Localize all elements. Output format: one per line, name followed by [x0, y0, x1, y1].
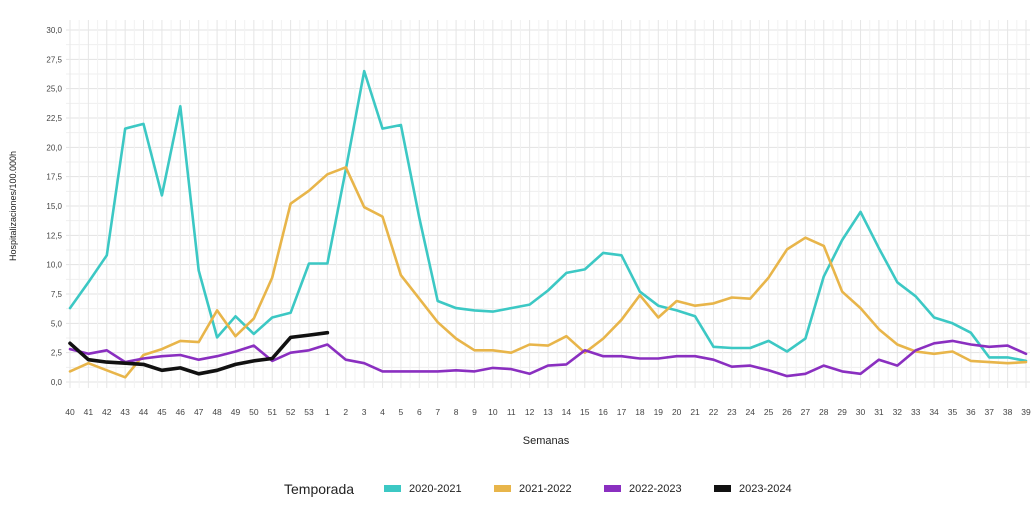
legend-title: Temporada — [284, 481, 354, 497]
y-tick-label: 27,5 — [46, 55, 62, 64]
x-tick-label: 49 — [231, 407, 241, 417]
legend-label: 2020-2021 — [409, 483, 462, 495]
x-tick-label: 22 — [709, 407, 719, 417]
x-tick-label: 3 — [362, 407, 367, 417]
x-tick-label: 17 — [617, 407, 627, 417]
y-tick-label: 25,0 — [46, 85, 62, 94]
y-tick-label: 5,0 — [51, 319, 63, 328]
y-tick-label: 0,0 — [51, 378, 63, 387]
x-tick-label: 18 — [635, 407, 645, 417]
y-tick-label: 12,5 — [46, 231, 62, 240]
x-tick-label: 43 — [120, 407, 130, 417]
y-tick-label: 17,5 — [46, 173, 62, 182]
x-tick-label: 42 — [102, 407, 112, 417]
x-tick-label: 34 — [929, 407, 939, 417]
legend-label: 2021-2022 — [519, 483, 572, 495]
x-tick-label: 21 — [690, 407, 700, 417]
series-line-2023-2024 — [68, 330, 330, 376]
x-tick-label: 32 — [893, 407, 903, 417]
x-tick-label: 52 — [286, 407, 296, 417]
x-tick-label: 23 — [727, 407, 737, 417]
x-tick-label: 30 — [856, 407, 866, 417]
y-axis-ticks: 0,0 2,5 5,0 7,5 10,0 12,5 15,0 17,5 20,0 22,5 25,0… — [46, 26, 62, 387]
x-tick-label: 33 — [911, 407, 921, 417]
series-line-2021-2022 — [68, 166, 1028, 379]
x-tick-label: 29 — [837, 407, 847, 417]
x-tick-label: 39 — [1021, 407, 1031, 417]
x-tick-label: 44 — [139, 407, 149, 417]
legend: Temporada 2020-2021 2021-2022 2022-2023 202… — [284, 481, 792, 497]
x-tick-label: 13 — [543, 407, 553, 417]
x-tick-label: 28 — [819, 407, 829, 417]
x-tick-label: 26 — [782, 407, 792, 417]
legend-swatch — [714, 485, 731, 492]
y-tick-label: 2,5 — [51, 349, 63, 358]
x-tick-label: 45 — [157, 407, 167, 417]
x-tick-label: 4 — [380, 407, 385, 417]
x-tick-label: 37 — [984, 407, 994, 417]
y-tick-label: 10,0 — [46, 261, 62, 270]
x-tick-label: 27 — [801, 407, 811, 417]
x-tick-label: 5 — [399, 407, 404, 417]
grid — [66, 20, 1030, 388]
y-axis-label: Hospitalizaciones/100.000h — [8, 151, 18, 261]
legend-swatch — [494, 485, 511, 492]
y-tick-label: 7,5 — [51, 290, 63, 299]
x-tick-label: 15 — [580, 407, 590, 417]
x-tick-label: 53 — [304, 407, 314, 417]
y-tick-label: 20,0 — [46, 143, 62, 152]
x-tick-label: 7 — [435, 407, 440, 417]
x-tick-label: 20 — [672, 407, 682, 417]
series-lines — [68, 69, 1028, 379]
x-tick-label: 36 — [966, 407, 976, 417]
x-tick-label: 35 — [948, 407, 958, 417]
x-tick-label: 8 — [454, 407, 459, 417]
x-tick-label: 47 — [194, 407, 204, 417]
x-tick-label: 10 — [488, 407, 498, 417]
y-tick-label: 30,0 — [46, 26, 62, 35]
series-line-2022-2023 — [68, 339, 1028, 378]
x-tick-label: 16 — [598, 407, 608, 417]
x-tick-label: 41 — [84, 407, 94, 417]
x-tick-label: 11 — [507, 407, 516, 417]
x-tick-label: 12 — [525, 407, 535, 417]
x-tick-label: 38 — [1003, 407, 1013, 417]
x-tick-label: 25 — [764, 407, 774, 417]
x-tick-label: 14 — [562, 407, 572, 417]
x-tick-label: 31 — [874, 407, 884, 417]
x-tick-label: 48 — [212, 407, 222, 417]
y-tick-label: 22,5 — [46, 114, 62, 123]
x-tick-label: 40 — [65, 407, 75, 417]
series-line-2020-2021 — [68, 69, 1028, 363]
x-tick-label: 9 — [472, 407, 477, 417]
x-axis-label: Semanas — [523, 435, 570, 447]
legend-label: 2023-2024 — [739, 483, 792, 495]
legend-swatch — [604, 485, 621, 492]
legend-swatch — [384, 485, 401, 492]
x-tick-label: 2 — [343, 407, 348, 417]
x-tick-label: 50 — [249, 407, 259, 417]
x-tick-label: 19 — [654, 407, 664, 417]
y-tick-label: 15,0 — [46, 202, 62, 211]
x-tick-label: 6 — [417, 407, 422, 417]
x-tick-label: 51 — [267, 407, 277, 417]
legend-label: 2022-2023 — [629, 483, 682, 495]
x-tick-label: 24 — [745, 407, 755, 417]
x-axis-ticks: 40 41 42 43 44 45 46 47 48 49 50 51 52 53 1 2 3 4 5 6 7 8 9 10 1… — [65, 407, 1031, 417]
x-tick-label: 1 — [325, 407, 330, 417]
x-tick-label: 46 — [176, 407, 186, 417]
